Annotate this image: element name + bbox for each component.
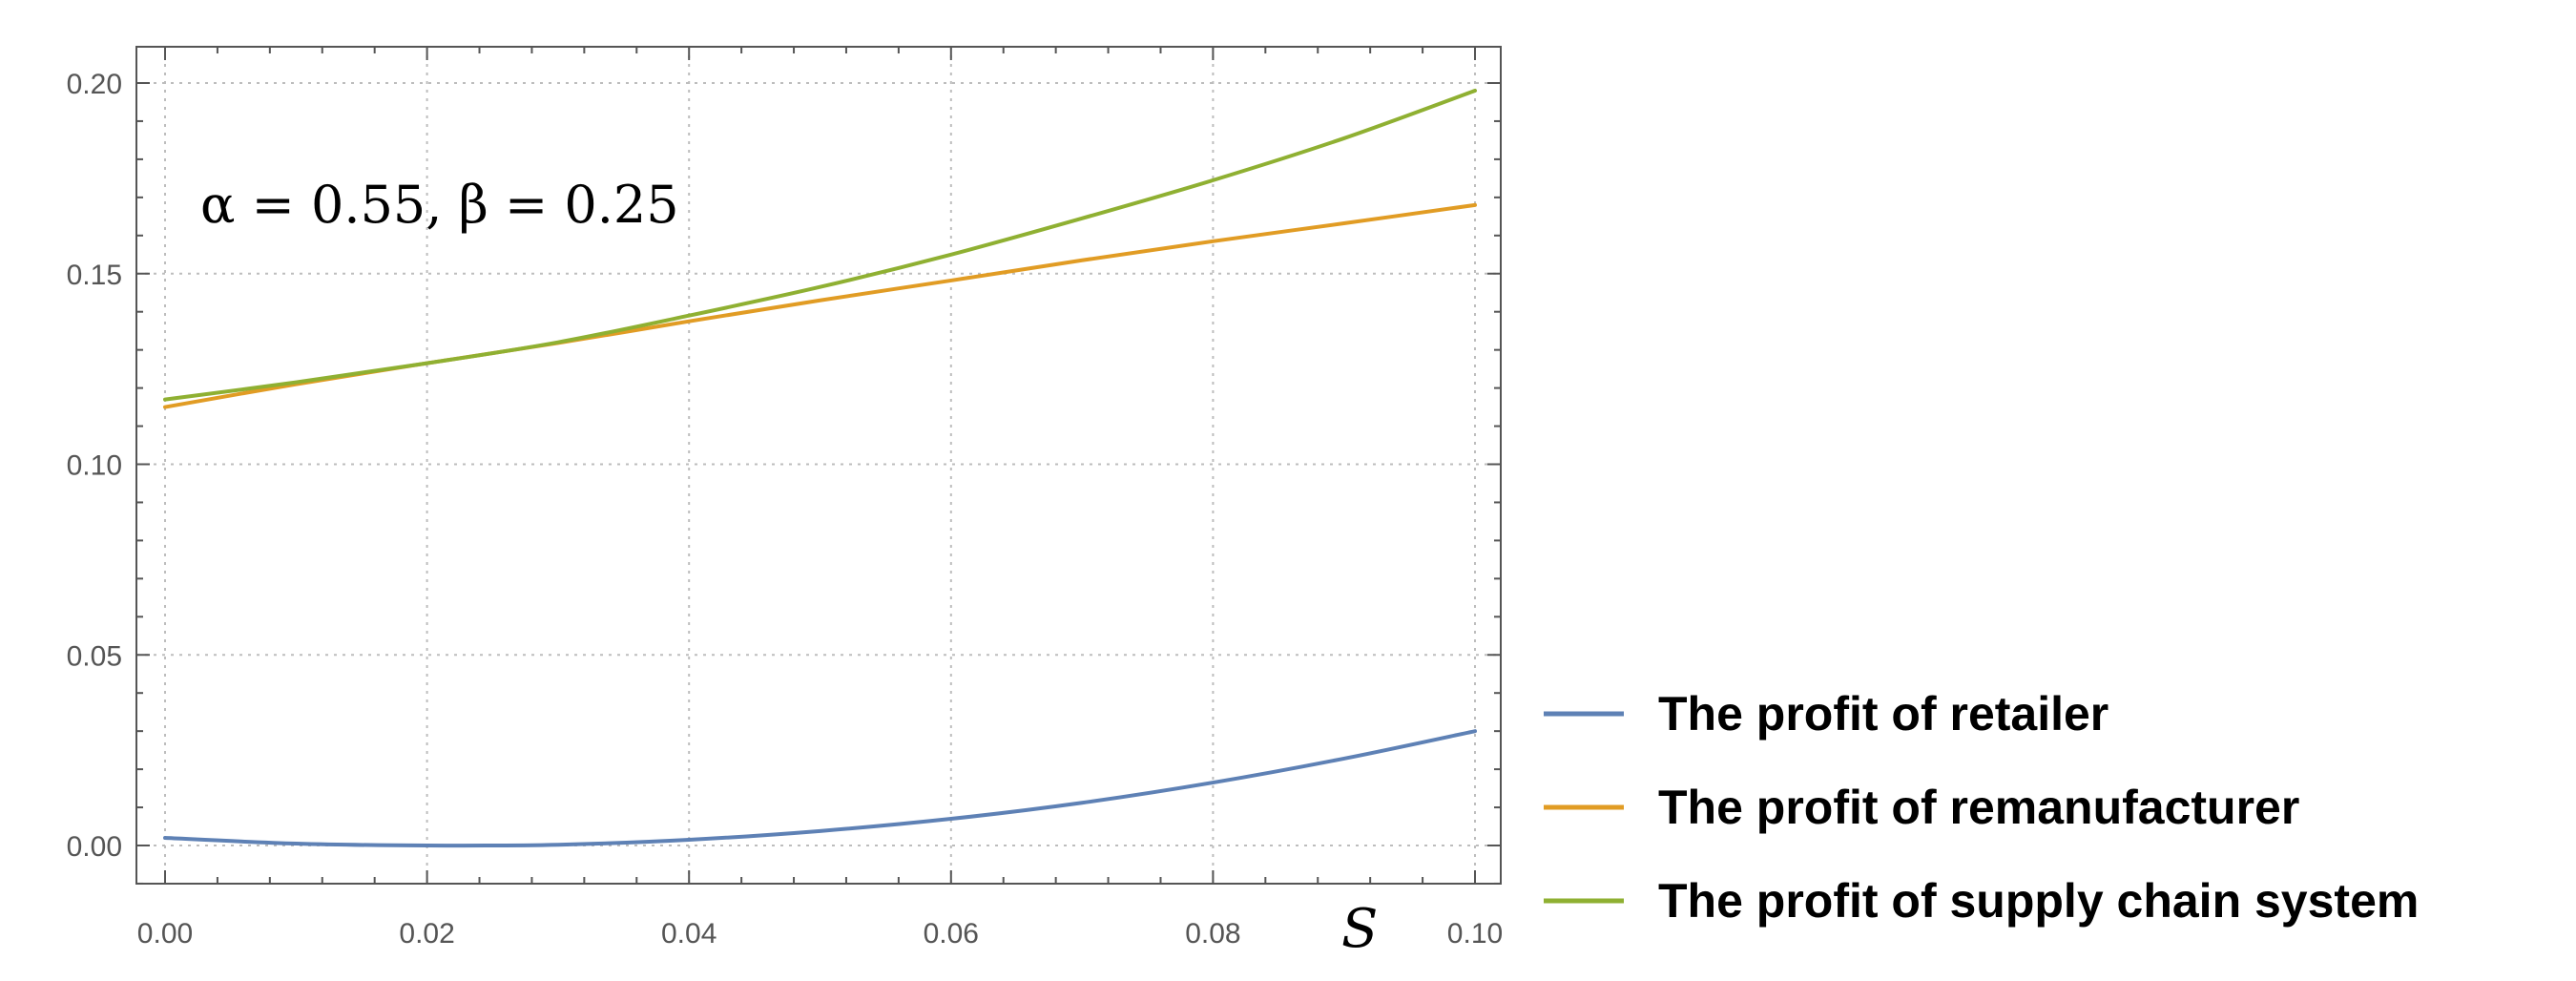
supply-chain-profit-line [163,88,1477,402]
series-lines [163,88,1477,848]
x-tick-label: 0.02 [399,918,454,950]
y-tick-label: 0.20 [67,69,122,100]
x-tick-label: 0.00 [137,918,193,950]
legend-item-remanufacturer: The profit of remanufacturer [1544,781,2299,834]
legend-item-retailer: The profit of retailer [1544,687,2109,741]
y-tick-label: 0.05 [67,640,122,672]
retailer-profit-line [163,729,1477,848]
x-axis-label: S [1341,898,1378,960]
legend-label: The profit of remanufacturer [1658,781,2299,834]
remanufacturer-profit-line [163,202,1477,409]
x-tick-label: 0.08 [1185,918,1240,950]
y-tick-label: 0.10 [67,450,122,482]
y-tick-label: 0.15 [67,260,122,291]
parameter-annotation: α = 0.55, β = 0.25 [200,175,679,235]
legend: The profit of retailer The profit of rema… [1544,687,2419,928]
y-tick-label: 0.00 [67,831,122,863]
legend-item-supply-chain: The profit of supply chain system [1544,874,2419,928]
x-tick-label: 0.06 [924,918,979,950]
x-tick-label: 0.04 [661,918,717,950]
tick-labels: 0.00 0.02 0.04 0.06 0.08 0.10 0.00 0.05 0.10 0.15… [67,69,1504,950]
x-tick-label: 0.10 [1447,918,1503,950]
grid [136,47,1501,884]
legend-label: The profit of supply chain system [1658,874,2419,928]
axis-ticks [136,47,1501,885]
legend-label: The profit of retailer [1658,687,2109,741]
